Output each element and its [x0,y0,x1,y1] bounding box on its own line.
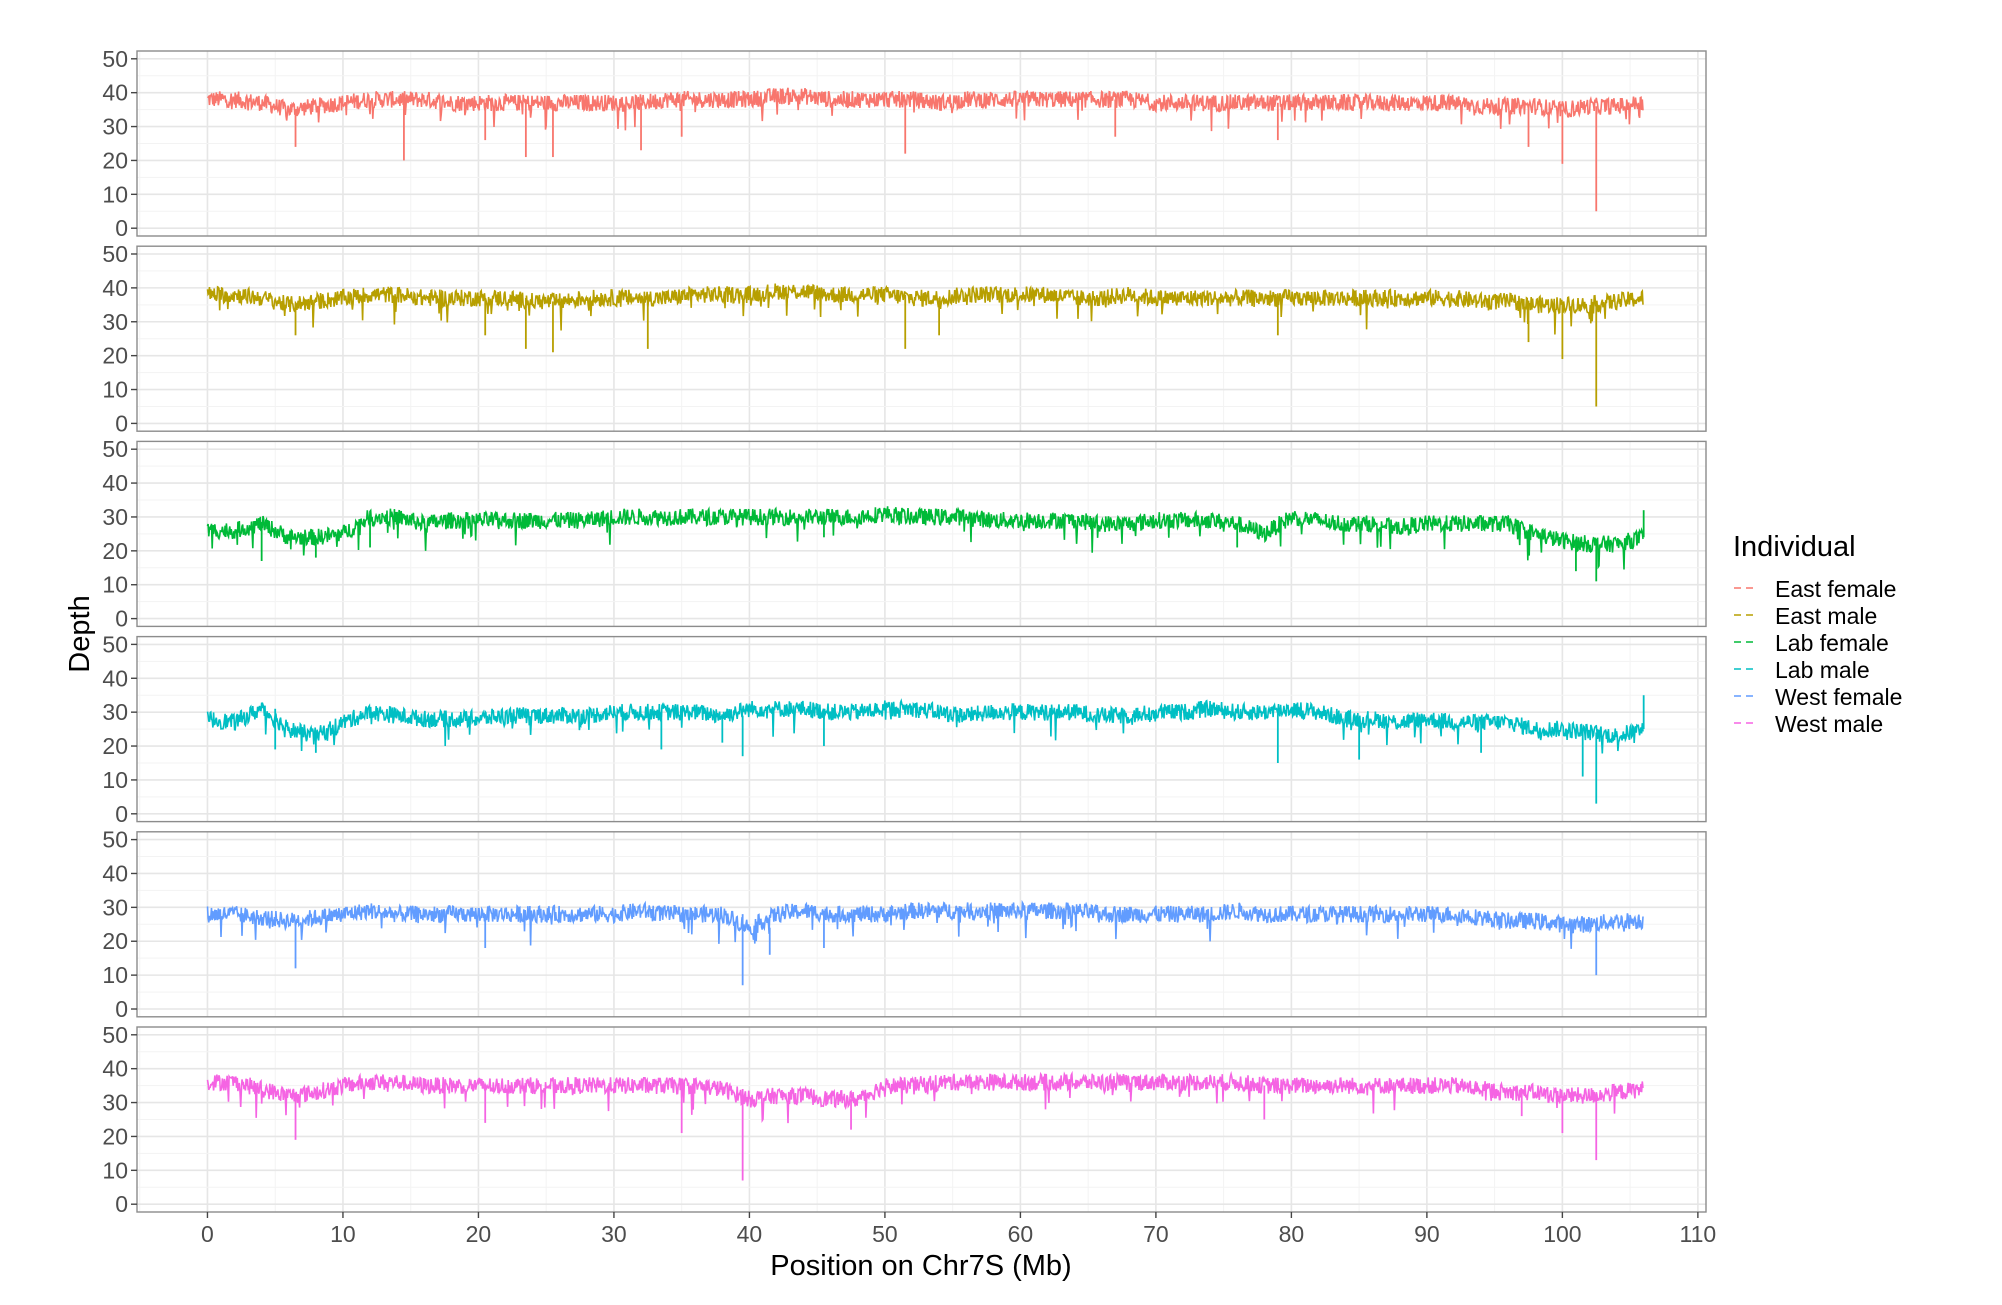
y-tick-label: 0 [115,996,128,1022]
x-axis: 0 10 20 30 40 50 60 70 80 90 100 110 [201,1212,1716,1247]
y-tick-label: 0 [115,801,128,827]
y-tick-label: 40 [102,80,128,106]
series-line [206,283,1644,335]
legend-label: West male [1775,711,1883,737]
panel-border [136,1026,1707,1213]
panel-west-female: 0 10 20 30 40 50 [102,827,1707,1022]
legend-item: West male [1734,711,1883,737]
y-tick-label: 40 [102,860,128,886]
legend-item: West female [1734,684,1902,710]
facet-panels: 0102030405001020304050010203040500102030… [102,46,1707,1217]
x-tick-label: 80 [1279,1221,1305,1247]
y-tick-label: 40 [102,665,128,691]
x-tick-label: 20 [466,1221,492,1247]
y-tick-label: 20 [102,1123,128,1149]
legend-label: Lab female [1775,630,1889,656]
x-tick-label: 90 [1414,1221,1440,1247]
series-line [207,87,1644,132]
x-tick-label: 30 [601,1221,627,1247]
y-tick-label: 20 [102,928,128,954]
x-tick-label: 70 [1143,1221,1169,1247]
legend-label: Lab male [1775,657,1870,683]
y-tick-label: 10 [102,181,128,207]
panel-west-male: 0 10 20 30 40 50 [102,1022,1707,1217]
legend-title: Individual [1733,531,1856,563]
series-line [206,1070,1644,1124]
x-tick-label: 40 [737,1221,763,1247]
y-tick-label: 10 [102,377,128,403]
y-tick-label: 50 [102,1022,128,1048]
y-tick-label: 10 [102,572,128,598]
y-tick-label: 50 [102,827,128,853]
y-tick-label: 30 [102,504,128,530]
y-tick-label: 10 [102,962,128,988]
legend-label: West female [1775,684,1902,710]
legend-item: Lab male [1734,657,1870,683]
series-line [206,698,1644,754]
panel-border [136,440,1707,628]
y-tick-label: 0 [115,410,128,436]
x-tick-label: 50 [872,1221,898,1247]
legend-item: East female [1734,576,1896,602]
y-tick-label: 30 [102,1090,128,1116]
legend-label: East female [1775,576,1896,602]
legend-item: Lab female [1734,630,1889,656]
y-tick-label: 0 [115,606,128,632]
panel-border [136,831,1707,1018]
y-tick-label: 30 [102,114,128,140]
x-axis-label: Position on Chr7S (Mb) [770,1250,1071,1282]
y-axis-label: Depth [64,595,96,672]
y-tick-label: 40 [102,1056,128,1082]
panel-east-female: 0 10 20 30 40 50 [102,46,1707,241]
y-tick-label: 10 [102,767,128,793]
y-tick-label: 0 [115,215,128,241]
y-tick-label: 0 [115,1191,128,1217]
y-tick-label: 50 [102,241,128,267]
y-tick-label: 10 [102,1157,128,1183]
y-tick-label: 20 [102,147,128,173]
y-tick-label: 20 [102,733,128,759]
panel-border [136,245,1707,432]
y-tick-label: 50 [102,631,128,657]
y-tick-label: 20 [102,538,128,564]
y-tick-label: 40 [102,470,128,496]
x-tick-label: 10 [330,1221,356,1247]
y-tick-label: 50 [102,46,128,72]
y-tick-label: 50 [102,436,128,462]
y-tick-label: 40 [102,275,128,301]
panel-lab-female: 0 10 20 30 40 50 [102,436,1707,632]
x-tick-label: 60 [1008,1221,1034,1247]
y-tick-label: 30 [102,309,128,335]
legend-item: East male [1734,603,1877,629]
x-tick-label: 100 [1543,1221,1581,1247]
series-line [206,899,1644,949]
y-tick-label: 30 [102,699,128,725]
panel-lab-male: 0 10 20 30 40 50 [102,631,1707,827]
panel-east-male: 0 10 20 30 40 50 [102,241,1707,436]
y-tick-label: 20 [102,343,128,369]
y-tick-label: 30 [102,894,128,920]
panel-border [136,635,1707,823]
x-tick-label: 0 [201,1221,214,1247]
series-line [206,506,1644,570]
x-tick-label: 110 [1680,1221,1717,1247]
panel-border [136,50,1707,237]
legend-label: East male [1775,603,1877,629]
